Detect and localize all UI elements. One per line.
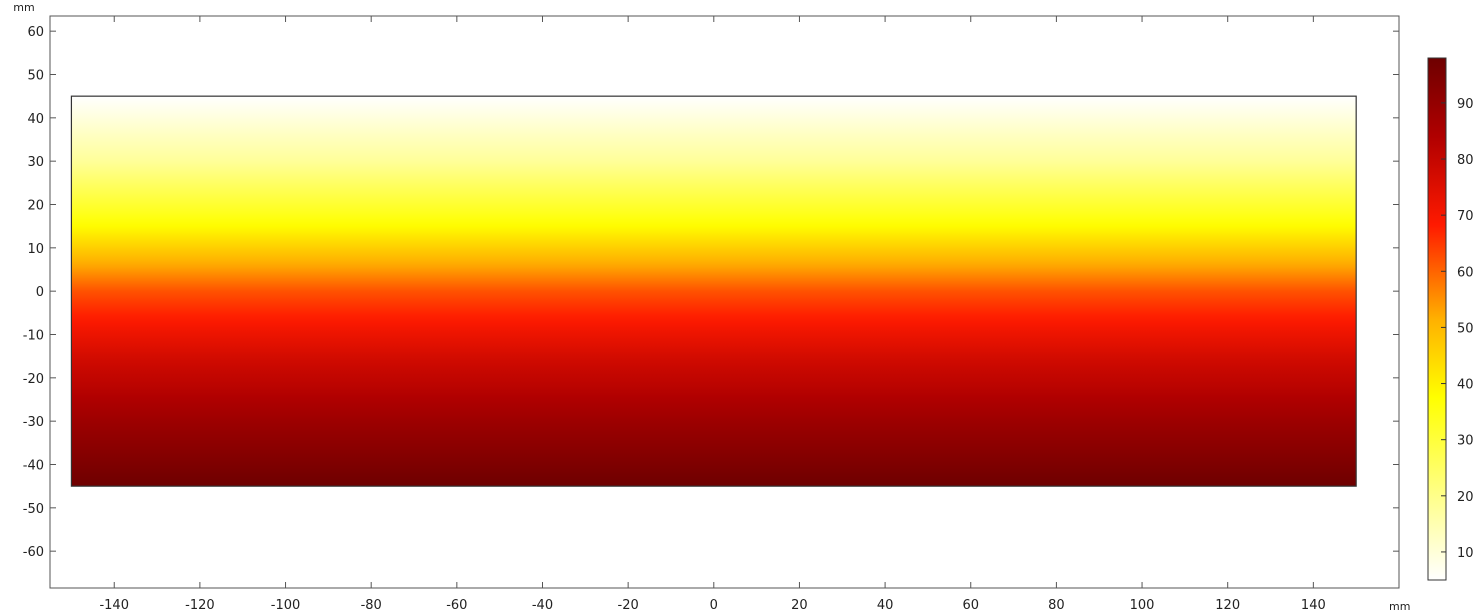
x-tick-label: 80 <box>1048 598 1065 613</box>
axes-layer: -140 -120 -100 -80 -60 -40 -20 0 20 40 60 80 100 120 1… <box>13 1 1410 613</box>
y-tick-label: 20 <box>27 199 44 214</box>
y-tick-label: -40 <box>23 459 44 474</box>
y-tick-label: 10 <box>27 242 44 257</box>
y-tick-label: 0 <box>36 285 44 300</box>
colorbar-tick-label: 20 <box>1457 490 1473 505</box>
x-tick-label: -140 <box>99 598 129 613</box>
y-tick-label: -50 <box>23 502 44 517</box>
x-tick-label: -40 <box>532 598 553 613</box>
x-tick-label: 140 <box>1301 598 1326 613</box>
colorbar-tick-label: 90 <box>1457 97 1473 112</box>
domain-layer <box>70 95 1357 487</box>
x-tick-label: 20 <box>791 598 808 613</box>
y-tick-label: -20 <box>23 372 44 387</box>
colorbar-tick-label: 80 <box>1457 153 1473 168</box>
x-unit-label: mm <box>1389 600 1410 613</box>
y-tick-label: -30 <box>23 415 44 430</box>
colorbar-tick-label: 10 <box>1457 546 1473 561</box>
colorbar-tick-label: 30 <box>1457 434 1473 449</box>
y-tick-label: 60 <box>27 25 44 40</box>
x-tick-label: -80 <box>361 598 382 613</box>
x-tick-label: 100 <box>1130 598 1155 613</box>
y-unit-label: mm <box>13 1 34 14</box>
axes-frame <box>49 15 1400 589</box>
y-tick-label: -10 <box>23 329 44 344</box>
colorbar-tick-label: 40 <box>1457 378 1473 393</box>
colorbar-tick-label: 50 <box>1457 321 1473 336</box>
y-tick-label: 50 <box>27 69 44 84</box>
colorbar-tick-label: 60 <box>1457 265 1473 280</box>
y-tick-label: 40 <box>27 112 44 127</box>
x-tick-label: -60 <box>446 598 467 613</box>
x-tick-label: 0 <box>710 598 718 613</box>
domain-rectangle <box>70 95 1357 487</box>
x-tick-label: 120 <box>1215 598 1240 613</box>
y-tick-label: -60 <box>23 545 44 560</box>
y-tick-label: 30 <box>27 155 44 170</box>
x-tick-label: -20 <box>618 598 639 613</box>
colorbar-tick-label: 70 <box>1457 209 1473 224</box>
colorbar <box>1427 57 1447 581</box>
colorbar-layer: 10 20 30 40 50 60 70 80 90 <box>1427 57 1473 581</box>
x-tick-label: -120 <box>185 598 215 613</box>
x-tick-label: 40 <box>877 598 894 613</box>
x-tick-label: 60 <box>962 598 979 613</box>
x-tick-label: -100 <box>271 598 301 613</box>
